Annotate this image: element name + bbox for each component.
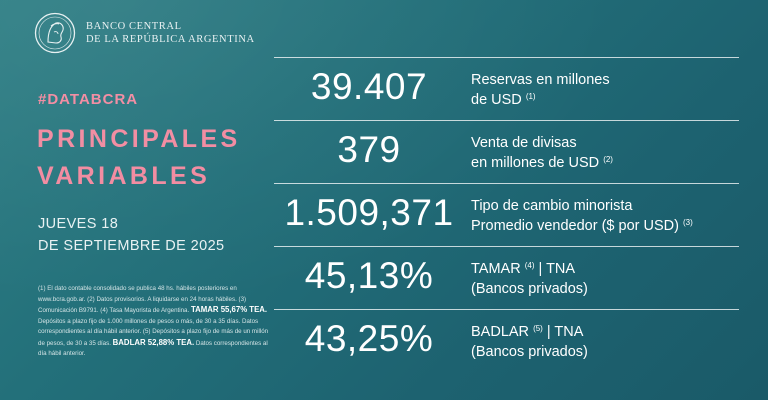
- title-line2: VARIABLES: [37, 162, 211, 190]
- bank-name-line2: DE LA REPÚBLICA ARGENTINA: [86, 34, 255, 45]
- row-label: Venta de divisas en millones de USD (2): [471, 133, 613, 173]
- row-label: Reservas en millones de USD (1): [471, 70, 610, 110]
- bank-name-line1: BANCO CENTRAL: [86, 21, 182, 32]
- row-value: 45,13%: [304, 255, 434, 296]
- row-label-line2: en millones de USD (2): [471, 155, 613, 171]
- footnote-badlar: BADLAR 52,88% TEA.: [112, 337, 195, 347]
- row-label-line1: Venta de divisas: [471, 135, 577, 151]
- row-tamar: 45,13% TAMAR (4) | TNA (Bancos privados): [274, 246, 739, 309]
- footnote-text-1: (1) El dato contable consolidado se publ…: [38, 285, 247, 314]
- row-footnote-ref: (4): [524, 261, 535, 270]
- footnotes: (1) El dato contable consolidado se publ…: [38, 284, 270, 360]
- row-value: 1.509,371: [284, 192, 454, 233]
- row-label-line2: (Bancos privados): [471, 344, 588, 360]
- row-label: BADLAR (5) | TNA (Bancos privados): [471, 322, 588, 362]
- row-value: 379: [337, 129, 401, 170]
- row-label-line1: Reservas en millones: [471, 72, 610, 88]
- row-footnote-ref: (2): [603, 155, 613, 164]
- footnote-tamar: TAMAR 55,67% TEA.: [190, 305, 268, 314]
- page-title: PRINCIPALES VARIABLES: [37, 121, 241, 195]
- row-footnote-ref: (3): [682, 218, 693, 227]
- row-label-line1: BADLAR (5) | TNA: [471, 324, 584, 340]
- bank-name: BANCO CENTRAL DE LA REPÚBLICA ARGENTINA: [86, 20, 255, 46]
- date-line1: JUEVES 18: [38, 216, 119, 232]
- variables-table: 39.407 Reservas en millones de USD (1) 3…: [274, 57, 739, 377]
- row-venta-divisas: 379 Venta de divisas en millones de USD …: [274, 120, 739, 183]
- hashtag: #DATABCRA: [38, 91, 139, 108]
- bcra-logo: BANCO CENTRAL DE LA REPÚBLICA ARGENTINA: [34, 12, 255, 54]
- footnote-text-3: Datos correspondientes al día hábil ante…: [38, 339, 268, 358]
- row-label: TAMAR (4) | TNA (Bancos privados): [471, 259, 588, 299]
- report-date: JUEVES 18 DE SEPTIEMBRE DE 2025: [38, 213, 225, 257]
- row-label: Tipo de cambio minorista Promedio vended…: [471, 196, 693, 236]
- row-badlar: 43,25% BADLAR (5) | TNA (Bancos privados…: [274, 309, 739, 377]
- row-reservas: 39.407 Reservas en millones de USD (1): [274, 57, 739, 120]
- row-footnote-ref: (1): [525, 92, 536, 101]
- row-label-line2: Promedio vendedor ($ por USD) (3): [471, 218, 693, 234]
- row-value: 43,25%: [304, 318, 434, 359]
- date-line2: DE SEPTIEMBRE DE 2025: [38, 238, 225, 254]
- row-tipo-cambio: 1.509,371 Tipo de cambio minorista Prome…: [274, 183, 739, 246]
- row-label-line1: Tipo de cambio minorista: [471, 198, 633, 214]
- row-label-line2: (Bancos privados): [471, 281, 588, 297]
- row-footnote-ref: (5): [533, 324, 543, 333]
- row-value: 39.407: [310, 66, 428, 107]
- row-label-line1: TAMAR (4) | TNA: [471, 261, 576, 277]
- title-line1: PRINCIPALES: [37, 125, 241, 153]
- row-label-line2: de USD (1): [471, 92, 536, 108]
- bcra-seal-icon: [34, 12, 76, 54]
- footnote-text-2: Depósitos a plazo fijo de 1.000 millones…: [38, 317, 269, 347]
